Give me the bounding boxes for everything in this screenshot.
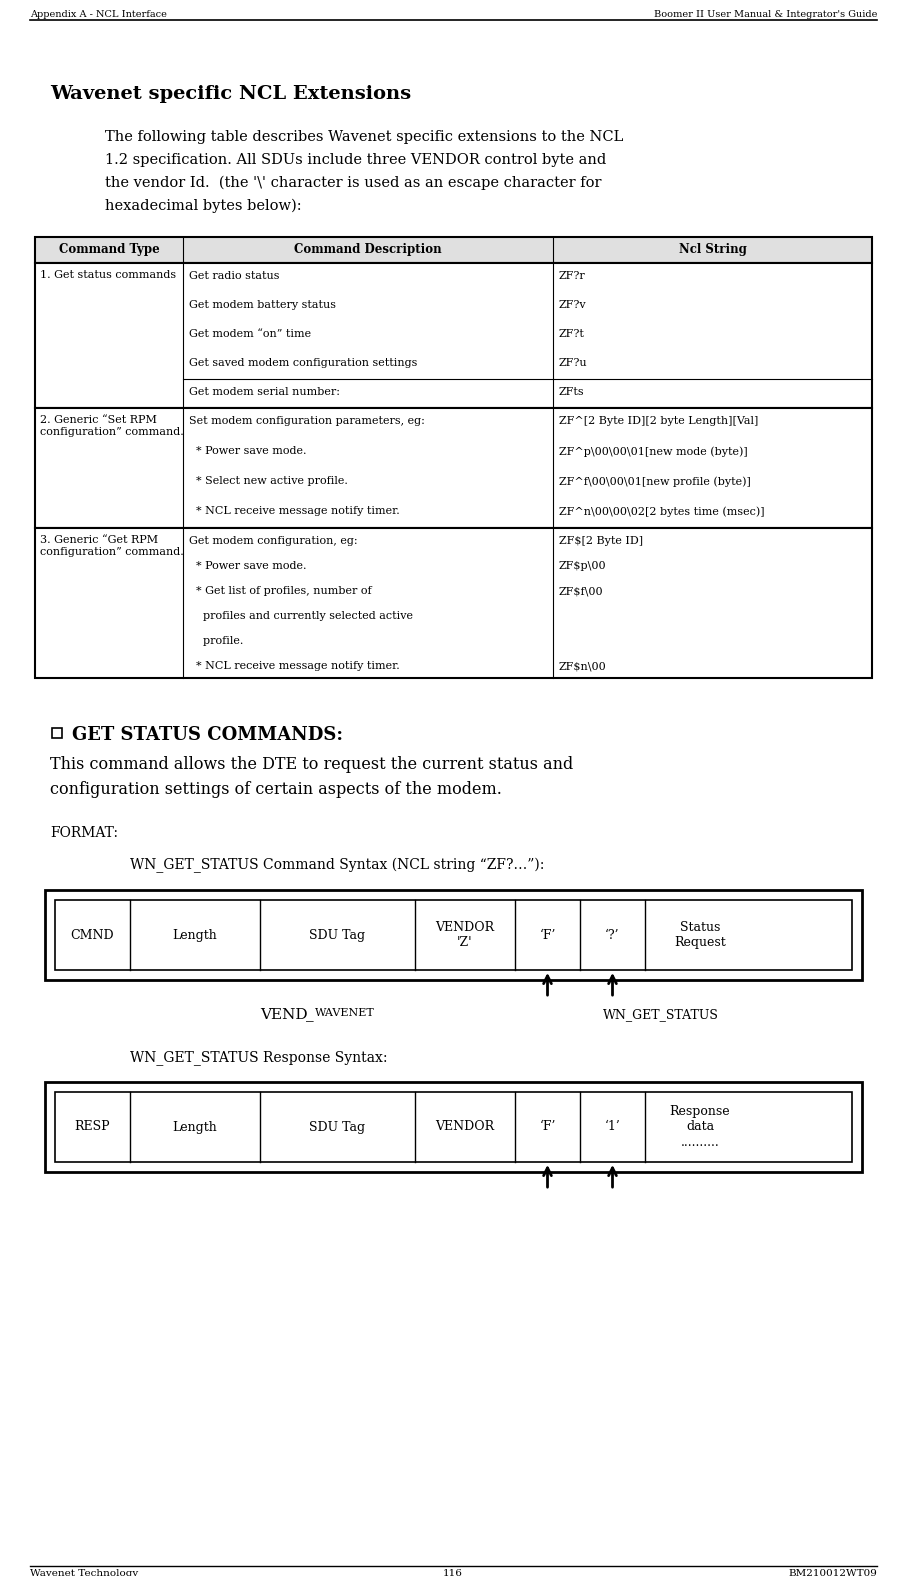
Bar bbox=[55, 1092, 852, 1162]
Text: configuration settings of certain aspects of the modem.: configuration settings of certain aspect… bbox=[50, 782, 502, 797]
Text: Boomer II User Manual & Integrator's Guide: Boomer II User Manual & Integrator's Gui… bbox=[654, 9, 877, 19]
Text: ZFts: ZFts bbox=[559, 388, 585, 397]
Text: ‘F’: ‘F’ bbox=[540, 928, 556, 941]
Text: profiles and currently selected active: profiles and currently selected active bbox=[189, 611, 413, 621]
Text: ‘?’: ‘?’ bbox=[605, 928, 619, 941]
Text: Set modem configuration parameters, eg:: Set modem configuration parameters, eg: bbox=[189, 416, 424, 426]
Text: _: _ bbox=[306, 1009, 314, 1021]
Text: 116: 116 bbox=[443, 1570, 463, 1576]
Text: BM210012WT09: BM210012WT09 bbox=[788, 1570, 877, 1576]
Text: RESP: RESP bbox=[74, 1121, 111, 1133]
Text: * Power save mode.: * Power save mode. bbox=[189, 561, 307, 571]
Text: ZF?r: ZF?r bbox=[559, 271, 586, 281]
Text: ZF?u: ZF?u bbox=[559, 358, 588, 369]
Text: ZF^n\00\00\02[2 bytes time (msec)]: ZF^n\00\00\02[2 bytes time (msec)] bbox=[559, 506, 765, 517]
Text: 1. Get status commands: 1. Get status commands bbox=[40, 269, 176, 281]
Text: ZF^f\00\00\01[new profile (byte)]: ZF^f\00\00\01[new profile (byte)] bbox=[559, 476, 751, 487]
Text: ‘1’: ‘1’ bbox=[605, 1121, 620, 1133]
Text: SDU Tag: SDU Tag bbox=[309, 928, 366, 941]
Bar bbox=[35, 528, 872, 678]
Text: Length: Length bbox=[172, 1121, 218, 1133]
Text: ‘F’: ‘F’ bbox=[540, 1121, 556, 1133]
Text: Appendix A - NCL Interface: Appendix A - NCL Interface bbox=[30, 9, 167, 19]
Text: * Power save mode.: * Power save mode. bbox=[189, 446, 307, 455]
Text: Command Type: Command Type bbox=[59, 243, 160, 255]
Text: CMND: CMND bbox=[71, 928, 114, 941]
Text: 2. Generic “Set RPM
configuration” command.: 2. Generic “Set RPM configuration” comma… bbox=[40, 414, 184, 437]
Text: WAVENET: WAVENET bbox=[315, 1009, 375, 1018]
Text: ZF$f\00: ZF$f\00 bbox=[559, 586, 604, 596]
Text: The following table describes Wavenet specific extensions to the NCL: The following table describes Wavenet sp… bbox=[105, 129, 623, 143]
Text: ZF^[2 Byte ID][2 byte Length][Val]: ZF^[2 Byte ID][2 byte Length][Val] bbox=[559, 416, 758, 426]
Text: Get modem serial number:: Get modem serial number: bbox=[189, 388, 340, 397]
Text: * NCL receive message notify timer.: * NCL receive message notify timer. bbox=[189, 660, 400, 671]
Text: * Get list of profiles, number of: * Get list of profiles, number of bbox=[189, 586, 372, 596]
Text: VENDOR: VENDOR bbox=[435, 1121, 494, 1133]
Text: ZF?v: ZF?v bbox=[559, 299, 587, 310]
Text: Command Description: Command Description bbox=[294, 243, 442, 255]
Bar bbox=[52, 728, 62, 738]
Text: GET STATUS COMMANDS:: GET STATUS COMMANDS: bbox=[72, 727, 343, 744]
Text: Status
Request: Status Request bbox=[674, 920, 726, 949]
Text: Ncl String: Ncl String bbox=[678, 243, 746, 255]
Bar bbox=[35, 408, 872, 528]
Text: VENDOR
'Z': VENDOR 'Z' bbox=[435, 920, 494, 949]
Text: VEND: VEND bbox=[260, 1009, 307, 1021]
Text: 1.2 specification. All SDUs include three VENDOR control byte and: 1.2 specification. All SDUs include thre… bbox=[105, 153, 606, 167]
Text: Response
data
..........: Response data .......... bbox=[669, 1105, 730, 1149]
Text: Get modem configuration, eg:: Get modem configuration, eg: bbox=[189, 536, 357, 545]
Text: WN_GET_STATUS Command Syntax (NCL string “ZF?…”):: WN_GET_STATUS Command Syntax (NCL string… bbox=[130, 857, 544, 873]
Text: WN_GET_STATUS Response Syntax:: WN_GET_STATUS Response Syntax: bbox=[130, 1050, 387, 1065]
Text: 3. Generic “Get RPM
configuration” command.: 3. Generic “Get RPM configuration” comma… bbox=[40, 534, 184, 556]
Text: ZF$[2 Byte ID]: ZF$[2 Byte ID] bbox=[559, 536, 643, 545]
Text: Wavenet Technology: Wavenet Technology bbox=[30, 1570, 138, 1576]
Text: Get modem battery status: Get modem battery status bbox=[189, 299, 336, 310]
Text: ZF?t: ZF?t bbox=[559, 329, 585, 339]
Text: * NCL receive message notify timer.: * NCL receive message notify timer. bbox=[189, 506, 400, 515]
Text: Get saved modem configuration settings: Get saved modem configuration settings bbox=[189, 358, 417, 369]
Text: profile.: profile. bbox=[189, 637, 243, 646]
Text: Wavenet specific NCL Extensions: Wavenet specific NCL Extensions bbox=[50, 85, 411, 102]
Text: * Select new active profile.: * Select new active profile. bbox=[189, 476, 348, 485]
Bar bbox=[35, 236, 872, 263]
Text: Length: Length bbox=[172, 928, 218, 941]
Bar bbox=[45, 890, 862, 980]
Text: Get radio status: Get radio status bbox=[189, 271, 279, 281]
Text: Get modem “on” time: Get modem “on” time bbox=[189, 329, 311, 339]
Bar bbox=[35, 263, 872, 408]
Text: ZF$p\00: ZF$p\00 bbox=[559, 561, 607, 571]
Text: This command allows the DTE to request the current status and: This command allows the DTE to request t… bbox=[50, 756, 573, 772]
Bar bbox=[55, 900, 852, 969]
Text: WN_GET_STATUS: WN_GET_STATUS bbox=[602, 1009, 718, 1021]
Text: hexadecimal bytes below):: hexadecimal bytes below): bbox=[105, 199, 302, 213]
Text: FORMAT:: FORMAT: bbox=[50, 826, 118, 840]
Text: ZF^p\00\00\01[new mode (byte)]: ZF^p\00\00\01[new mode (byte)] bbox=[559, 446, 747, 457]
Text: the vendor Id.  (the '\' character is used as an escape character for: the vendor Id. (the '\' character is use… bbox=[105, 177, 601, 191]
Bar bbox=[45, 1083, 862, 1173]
Text: SDU Tag: SDU Tag bbox=[309, 1121, 366, 1133]
Text: ZF$n\00: ZF$n\00 bbox=[559, 660, 607, 671]
